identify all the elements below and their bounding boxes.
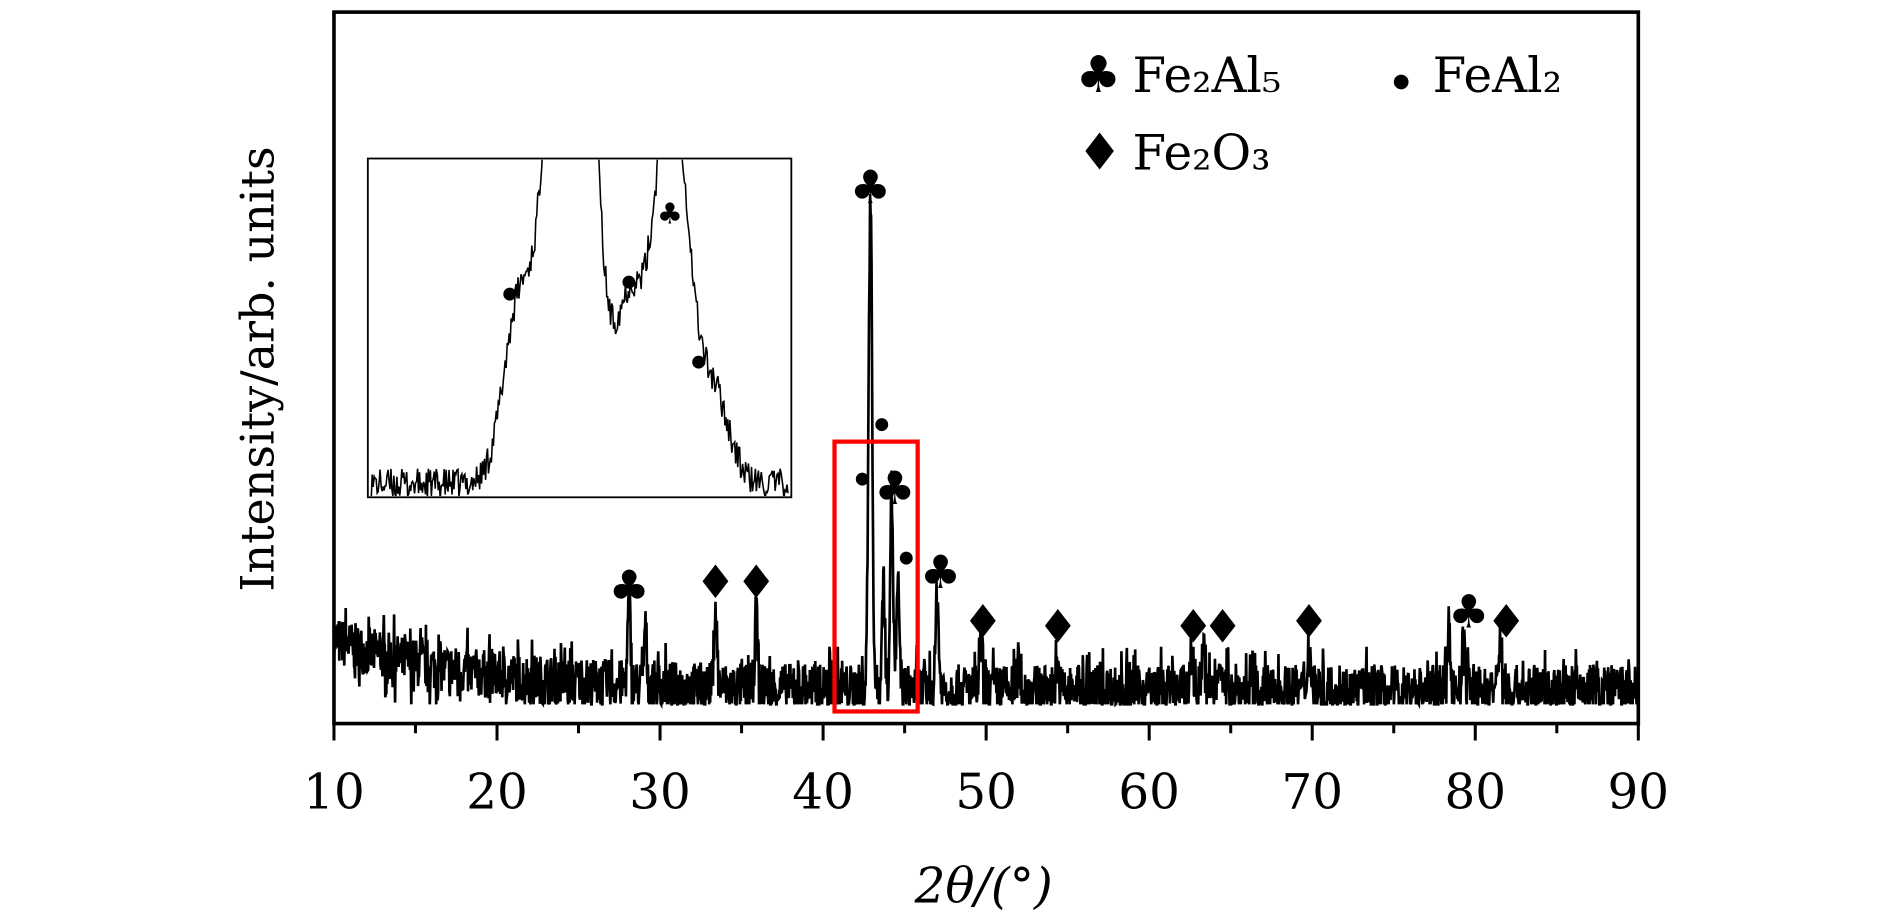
x-tick-label: 20 xyxy=(466,764,528,820)
inset-series-line xyxy=(370,159,789,497)
legend-symbol-fe2o3: ♦ xyxy=(1077,122,1123,181)
peak-marker-club: ♣ xyxy=(608,560,649,614)
peak-marker-dot: ● xyxy=(855,467,870,487)
peak-marker-diamond: ♦ xyxy=(1037,599,1078,653)
inset-annotations: ● ● ♣ ● xyxy=(502,196,706,370)
inset-marker-club: ♣ xyxy=(657,196,683,230)
x-axis-label: 2θ/(°) xyxy=(914,859,1053,915)
highlight-box xyxy=(832,439,920,714)
x-tick-label: 50 xyxy=(955,764,1017,820)
peak-marker-diamond: ♦ xyxy=(1288,594,1329,648)
legend-symbol-feal2: ● xyxy=(1393,69,1410,92)
y-axis-label: Intensity/arb. units xyxy=(230,146,284,591)
inset-frame xyxy=(366,157,793,499)
x-tick-label: 90 xyxy=(1608,764,1670,820)
xrd-series-line xyxy=(332,193,1640,710)
peak-marker-diamond: ♦ xyxy=(1202,599,1243,653)
legend-label-fe2o3: Fe₂O₃ xyxy=(1133,125,1271,181)
x-tick-label: 30 xyxy=(629,764,691,820)
inset-marker-dot: ● xyxy=(691,351,706,371)
peak-marker-club: ♣ xyxy=(920,545,961,599)
peak-marker-diamond: ♦ xyxy=(1173,599,1214,653)
peak-marker-club: ♣ xyxy=(1448,584,1489,638)
peak-annotations: ♣ ♦ ♦♣●●♣● ♣♦ ♦ ♦♦ ♦ ♣♦ xyxy=(608,160,1526,653)
inset: ● ● ♣ ● xyxy=(366,157,793,499)
inset-marker-dot: ● xyxy=(621,270,636,290)
peak-marker-diamond: ♦ xyxy=(1486,594,1527,648)
legend-symbol-fe2al5: ♣ xyxy=(1076,45,1122,104)
legend-label-feal2: FeAl₂ xyxy=(1433,48,1562,104)
peak-marker-diamond: ♦ xyxy=(695,555,736,609)
x-tick-label: 10 xyxy=(303,764,365,820)
x-tick-label: 80 xyxy=(1444,764,1506,820)
x-tick-label: 40 xyxy=(792,764,854,820)
inset-marker-dot: ● xyxy=(502,283,517,303)
x-tick-label: 60 xyxy=(1118,764,1180,820)
x-axis-tick-labels: 10 20 30 40 50 60 70 80 90 xyxy=(303,764,1669,820)
peak-marker-diamond: ♦ xyxy=(962,594,1003,648)
peak-marker-dot: ● xyxy=(899,546,914,566)
x-tick-label: 70 xyxy=(1281,764,1343,820)
legend-label-fe2al5: Fe₂Al₅ xyxy=(1133,48,1282,104)
peak-marker-club: ♣ xyxy=(874,461,915,515)
x-axis-ticks xyxy=(332,723,1640,741)
peak-marker-diamond: ♦ xyxy=(736,555,777,609)
peak-marker-club: ♣ xyxy=(850,160,891,214)
peak-marker-dot: ● xyxy=(874,413,889,433)
legend: ♣ Fe₂Al₅ ● FeAl₂ ♦ Fe₂O₃ xyxy=(1076,45,1562,181)
